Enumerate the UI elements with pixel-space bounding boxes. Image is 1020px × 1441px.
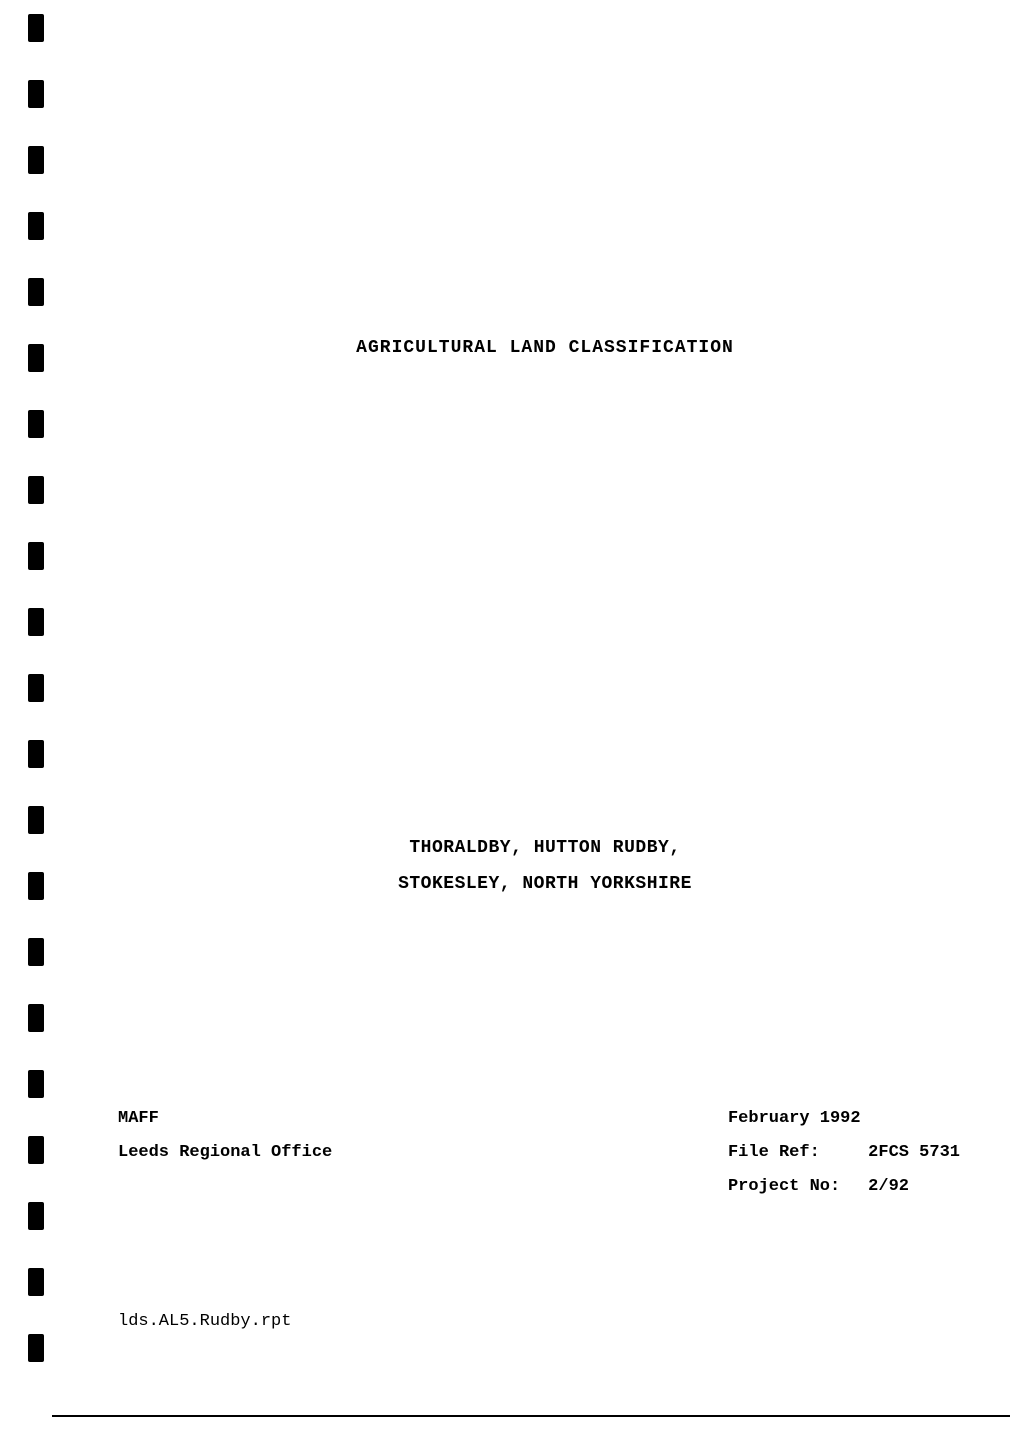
project-no-label: Project No: xyxy=(728,1170,858,1204)
binding-mark xyxy=(28,344,44,372)
binding-mark xyxy=(28,1136,44,1164)
binding-mark xyxy=(28,146,44,174)
project-no-line: Project No: 2/92 xyxy=(728,1170,960,1204)
document-filename: lds.AL5.Rudby.rpt xyxy=(118,1312,291,1331)
scan-binding-marks xyxy=(28,14,44,1362)
binding-mark xyxy=(28,476,44,504)
binding-mark xyxy=(28,938,44,966)
project-no-value: 2/92 xyxy=(868,1177,909,1196)
binding-mark xyxy=(28,1004,44,1032)
file-ref-line: File Ref: 2FCS 5731 xyxy=(728,1136,960,1170)
footer-right: February 1992 File Ref: 2FCS 5731 Projec… xyxy=(728,1102,960,1204)
file-ref-value: 2FCS 5731 xyxy=(868,1143,960,1162)
bottom-horizontal-rule xyxy=(52,1415,1010,1417)
binding-mark xyxy=(28,740,44,768)
footer-left: MAFF Leeds Regional Office xyxy=(118,1102,332,1204)
binding-mark xyxy=(28,278,44,306)
binding-mark xyxy=(28,608,44,636)
binding-mark xyxy=(28,14,44,42)
subtitle-line-2: STOKESLEY, NORTH YORKSHIRE xyxy=(110,866,980,902)
binding-mark xyxy=(28,674,44,702)
binding-mark xyxy=(28,1070,44,1098)
document-title: AGRICULTURAL LAND CLASSIFICATION xyxy=(110,338,980,358)
file-ref-label: File Ref: xyxy=(728,1136,858,1170)
binding-mark xyxy=(28,806,44,834)
office-name: Leeds Regional Office xyxy=(118,1136,332,1170)
binding-mark xyxy=(28,542,44,570)
subtitle-line-1: THORALDBY, HUTTON RUDBY, xyxy=(110,830,980,866)
page-content: AGRICULTURAL LAND CLASSIFICATION THORALD… xyxy=(110,0,980,1441)
document-subtitle: THORALDBY, HUTTON RUDBY, STOKESLEY, NORT… xyxy=(110,830,980,902)
document-date: February 1992 xyxy=(728,1102,960,1136)
organisation-name: MAFF xyxy=(118,1102,332,1136)
binding-mark xyxy=(28,80,44,108)
binding-mark xyxy=(28,1202,44,1230)
footer-block: MAFF Leeds Regional Office February 1992… xyxy=(118,1102,960,1204)
binding-mark xyxy=(28,1334,44,1362)
binding-mark xyxy=(28,212,44,240)
binding-mark xyxy=(28,410,44,438)
binding-mark xyxy=(28,872,44,900)
binding-mark xyxy=(28,1268,44,1296)
